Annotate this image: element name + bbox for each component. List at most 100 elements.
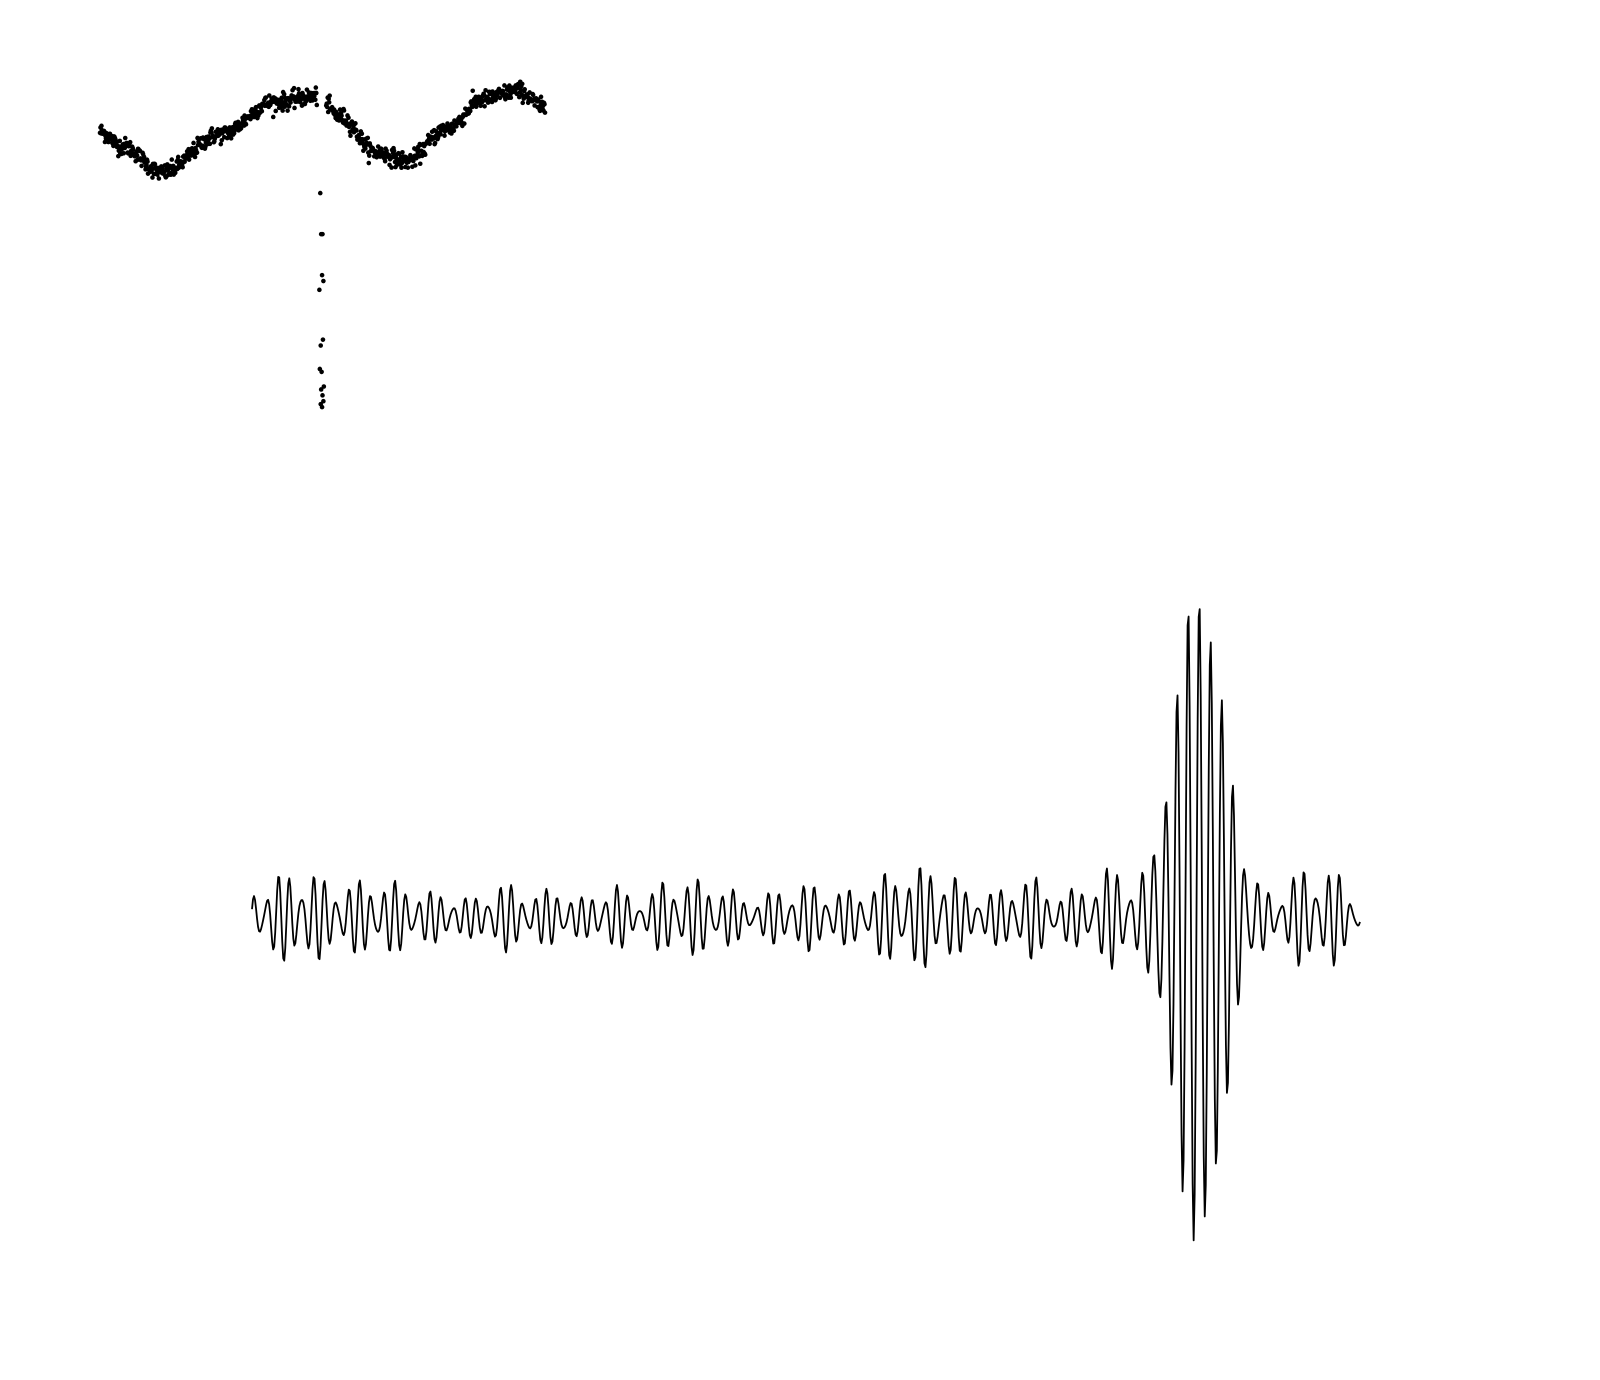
scatter-outlier-point xyxy=(319,272,325,278)
scatter-point xyxy=(209,126,215,131)
scatter-point xyxy=(238,126,244,131)
scatter-point xyxy=(189,145,195,151)
scatter-point xyxy=(186,157,192,162)
scatter-point xyxy=(121,150,127,156)
scatter-outlier-point xyxy=(318,343,324,348)
scatter-point xyxy=(296,91,302,96)
scatter-point xyxy=(346,115,351,120)
scatter-outlier-point xyxy=(320,231,325,237)
scatter-point xyxy=(435,135,441,140)
scatter-point xyxy=(180,165,185,170)
scatter-outlier-point xyxy=(321,278,326,284)
scatter-point xyxy=(442,133,447,138)
scatter-point xyxy=(422,152,428,158)
scatter-point xyxy=(273,108,279,114)
scatter-point xyxy=(413,163,418,168)
scatter-point xyxy=(191,140,196,146)
scatter-point xyxy=(218,141,224,147)
scatter-point xyxy=(438,132,443,137)
scatter-point xyxy=(313,85,319,90)
scatter-point xyxy=(490,89,495,94)
scatter-point xyxy=(144,162,149,168)
scatter-point xyxy=(266,93,272,98)
scatter-point xyxy=(339,113,344,119)
scatter-point xyxy=(500,88,506,94)
scatter-point xyxy=(280,108,285,113)
scatter-point xyxy=(134,153,140,158)
scatter-point xyxy=(192,154,198,160)
scatter-point xyxy=(288,100,293,105)
scatter-outlier-point xyxy=(317,287,322,293)
scatter-point xyxy=(417,161,423,167)
scatter-point xyxy=(493,96,499,101)
scatter-point xyxy=(514,85,520,91)
scatter-point xyxy=(232,128,237,133)
scatter-point xyxy=(353,121,358,126)
scatter-point xyxy=(391,148,397,154)
scatter-point xyxy=(400,149,405,155)
scatter-point xyxy=(156,176,162,181)
scatter-point xyxy=(130,147,136,153)
scatter-point xyxy=(462,121,467,126)
scatter-point xyxy=(520,100,526,106)
scatter-point xyxy=(454,124,459,129)
scatter-point xyxy=(175,154,181,160)
scatter-point xyxy=(327,93,332,98)
scatter-point xyxy=(285,108,290,113)
scatter-point xyxy=(470,88,476,94)
scatter-outlier-point xyxy=(320,393,325,398)
scatter-point xyxy=(139,163,144,169)
scatter-point xyxy=(497,95,503,101)
scatter-point xyxy=(117,138,123,144)
scatter-point xyxy=(169,157,175,162)
scatter-point xyxy=(366,153,372,158)
scatter-point xyxy=(207,141,213,147)
scatter-point xyxy=(399,165,404,171)
scatter-point xyxy=(348,133,353,139)
scatter-point xyxy=(270,114,276,120)
scatter-point xyxy=(504,92,509,97)
scatter-point xyxy=(99,123,104,129)
scatter-point xyxy=(243,122,249,127)
scatter-point xyxy=(337,107,343,112)
scatter-point xyxy=(519,81,525,87)
scatter-point xyxy=(482,103,487,109)
scatter-point xyxy=(382,158,388,164)
scatter-point xyxy=(228,136,234,141)
scatter-point xyxy=(145,159,150,164)
scatter-point xyxy=(286,104,292,109)
scatter-point xyxy=(314,102,320,108)
scatter-point xyxy=(518,87,524,93)
scatter-point xyxy=(508,95,514,101)
scatter-point xyxy=(389,165,394,170)
scatter-outlier-point xyxy=(318,401,324,407)
scatter-point xyxy=(354,128,359,133)
scatter-point xyxy=(150,175,155,180)
scatter-point xyxy=(538,94,544,100)
scatter-outlier-point xyxy=(321,384,327,389)
scatter-point xyxy=(292,105,297,111)
scatter-outlier-point xyxy=(318,387,324,392)
scatter-point xyxy=(263,95,269,100)
scatter-point xyxy=(172,170,178,176)
scatter-point xyxy=(219,137,225,143)
scatter-point xyxy=(194,150,200,155)
scatter-outlier-point xyxy=(321,398,326,404)
scatter-point xyxy=(411,158,416,164)
scatter-point xyxy=(281,91,287,97)
scatter-outlier-point xyxy=(317,366,323,372)
scatter-point xyxy=(326,100,332,105)
scatter-point xyxy=(478,103,483,109)
scatter-point xyxy=(530,92,536,98)
scatter-point xyxy=(366,160,372,166)
scatter-point xyxy=(127,139,133,145)
scatter-point xyxy=(542,110,548,115)
scatter-point xyxy=(467,108,473,114)
scatter-plot xyxy=(97,79,548,410)
scatter-point xyxy=(359,131,365,137)
scatter-point xyxy=(522,87,528,92)
scatter-point xyxy=(279,95,284,101)
scatter-point xyxy=(314,90,319,96)
